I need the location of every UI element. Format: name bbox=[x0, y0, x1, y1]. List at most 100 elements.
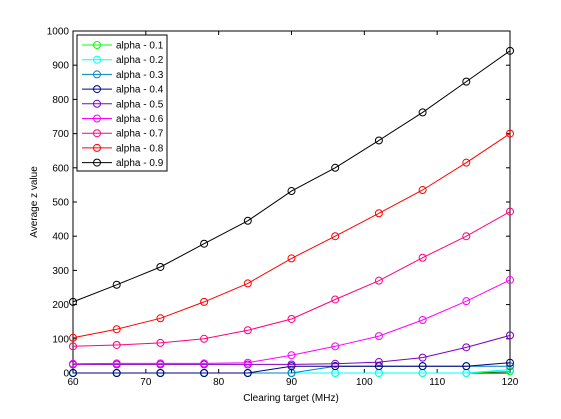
y-tick-label: 900 bbox=[52, 61, 69, 72]
data-point bbox=[156, 338, 165, 347]
data-point bbox=[200, 359, 209, 368]
series-alpha-0-7 bbox=[69, 207, 514, 351]
data-point bbox=[243, 279, 252, 288]
data-point bbox=[374, 358, 383, 367]
data-point bbox=[200, 297, 209, 306]
y-tick-label: 1000 bbox=[47, 27, 70, 38]
data-point bbox=[418, 108, 427, 117]
series-alpha-0-4 bbox=[69, 358, 514, 377]
legend-label: alpha - 0.4 bbox=[116, 85, 164, 96]
legend-marker bbox=[93, 41, 101, 49]
y-tick-label: 300 bbox=[52, 266, 69, 277]
data-point bbox=[156, 369, 165, 377]
y-tick-label: 200 bbox=[52, 300, 69, 311]
data-point bbox=[462, 297, 471, 306]
data-point bbox=[462, 343, 471, 352]
legend-label: alpha - 0.5 bbox=[116, 99, 164, 110]
legend-marker bbox=[93, 55, 101, 64]
data-point bbox=[418, 186, 427, 195]
y-tick-label: 700 bbox=[52, 129, 69, 140]
y-tick-label: 0 bbox=[63, 369, 69, 380]
data-point bbox=[374, 136, 383, 145]
data-point bbox=[287, 351, 296, 360]
data-point bbox=[462, 362, 471, 371]
legend: alpha - 0.1 alpha - 0.2 alpha - 0.3 alpha -… bbox=[76, 34, 168, 172]
data-point bbox=[243, 326, 252, 335]
data-point bbox=[69, 297, 77, 306]
x-axis-label: Clearing target (MHz) bbox=[243, 393, 339, 404]
data-point bbox=[112, 369, 121, 377]
x-tick-label: 60 bbox=[67, 377, 79, 388]
x-tick-label: 80 bbox=[213, 377, 225, 388]
data-point bbox=[331, 362, 340, 371]
y-tick-label: 600 bbox=[52, 163, 69, 174]
series-line bbox=[72, 133, 511, 339]
data-point bbox=[156, 359, 165, 368]
series-alpha-0-8 bbox=[69, 129, 514, 342]
data-point bbox=[506, 362, 514, 371]
data-point bbox=[287, 254, 296, 263]
data-point bbox=[112, 359, 121, 368]
x-tick-label: 120 bbox=[502, 377, 519, 388]
series-line bbox=[72, 211, 511, 347]
series-line bbox=[73, 362, 511, 374]
data-point bbox=[331, 163, 340, 172]
y-tick-label: 500 bbox=[52, 198, 69, 209]
data-point bbox=[374, 276, 383, 285]
data-point bbox=[506, 358, 514, 367]
data-point bbox=[287, 314, 296, 323]
legend-marker bbox=[93, 143, 101, 152]
legend-label: alpha - 0.6 bbox=[116, 114, 164, 125]
data-point bbox=[69, 333, 77, 342]
data-point bbox=[69, 342, 77, 351]
data-point bbox=[506, 207, 514, 216]
y-tick-label: 100 bbox=[52, 334, 69, 345]
data-point bbox=[506, 46, 514, 55]
data-point bbox=[418, 353, 427, 362]
data-point bbox=[374, 332, 383, 341]
legend-marker bbox=[93, 70, 101, 79]
data-point bbox=[331, 295, 340, 304]
y-axis-label: Average z value bbox=[29, 166, 40, 238]
y-tick-label: 800 bbox=[52, 95, 69, 106]
data-point bbox=[331, 342, 340, 351]
data-point bbox=[243, 216, 252, 225]
x-tick-label: 90 bbox=[286, 377, 298, 388]
data-point bbox=[200, 369, 209, 377]
legend-marker bbox=[93, 114, 101, 123]
data-point bbox=[112, 340, 121, 349]
data-point bbox=[374, 209, 383, 218]
data-point bbox=[506, 275, 514, 284]
series-line bbox=[72, 279, 511, 365]
data-point bbox=[506, 331, 514, 340]
y-tick-label: 400 bbox=[52, 232, 69, 243]
data-point bbox=[200, 239, 209, 248]
data-point bbox=[200, 334, 209, 343]
series-alpha-0-9 bbox=[69, 46, 514, 306]
data-point bbox=[462, 232, 471, 241]
legend-marker bbox=[93, 129, 101, 138]
series-line bbox=[73, 334, 511, 365]
data-point bbox=[462, 158, 471, 167]
data-point bbox=[418, 362, 427, 371]
x-tick-label: 100 bbox=[356, 377, 373, 388]
data-point bbox=[374, 362, 383, 371]
data-point bbox=[156, 262, 165, 271]
data-point bbox=[69, 369, 77, 377]
legend-marker bbox=[93, 85, 101, 94]
data-point bbox=[418, 253, 427, 262]
data-point bbox=[243, 369, 252, 377]
legend-label: alpha - 0.3 bbox=[116, 70, 164, 81]
x-tick-label: 70 bbox=[140, 377, 152, 388]
series-line bbox=[72, 50, 511, 303]
data-point bbox=[243, 358, 252, 367]
data-point bbox=[287, 187, 296, 196]
legend-label: alpha - 0.1 bbox=[116, 41, 164, 52]
data-point bbox=[156, 314, 165, 323]
data-point bbox=[112, 280, 121, 289]
legend-marker bbox=[93, 158, 101, 167]
data-point bbox=[331, 359, 340, 368]
data-point bbox=[418, 315, 427, 324]
legend-label: alpha - 0.2 bbox=[116, 55, 164, 66]
